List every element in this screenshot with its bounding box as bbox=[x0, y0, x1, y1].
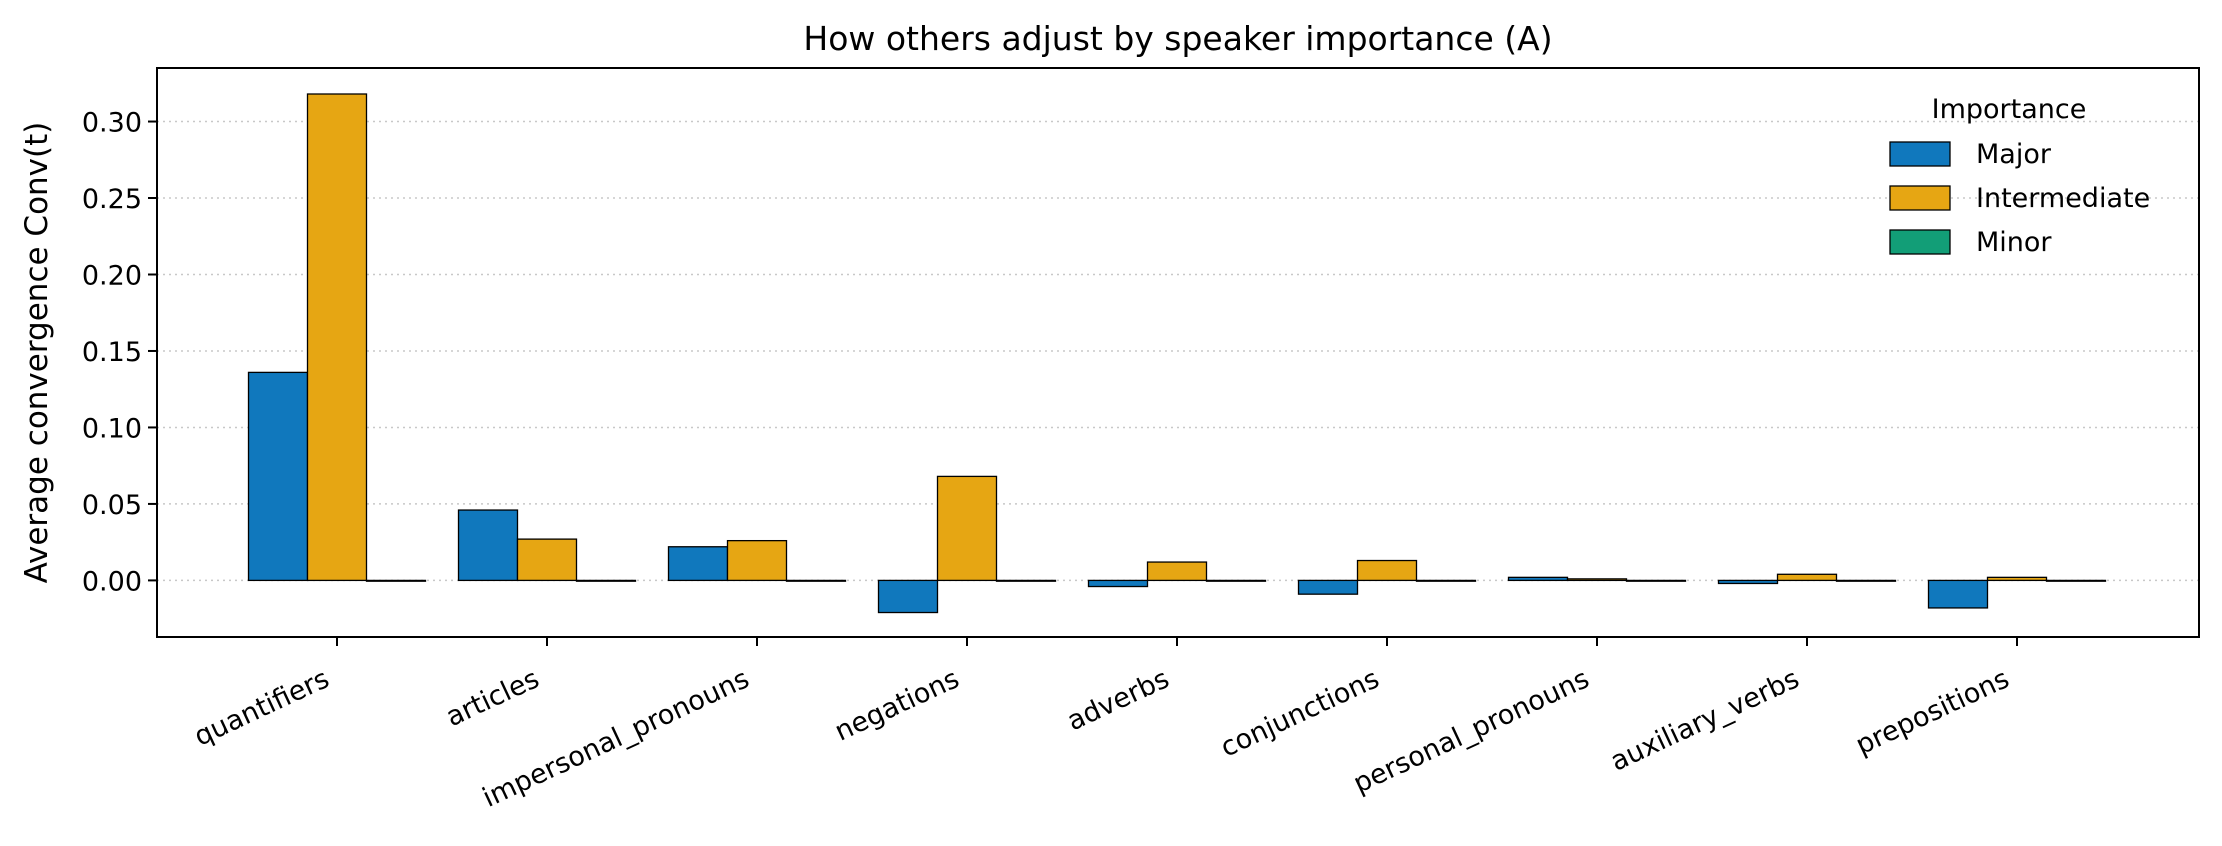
y-tick-label: 0.10 bbox=[82, 413, 142, 444]
legend: Importance Major Intermediate Minor bbox=[1889, 94, 2150, 258]
bar-intermediate-prepositions bbox=[1986, 576, 2048, 582]
y-tick-label: 0.15 bbox=[82, 337, 142, 368]
y-tick-label: 0.20 bbox=[82, 260, 142, 291]
bar-intermediate-articles bbox=[516, 538, 578, 582]
x-tick-label: adverbs bbox=[1062, 663, 1174, 737]
y-tick-label: 0.30 bbox=[82, 108, 142, 139]
bar-major-impersonal_pronouns bbox=[667, 546, 729, 582]
y-tick-label: 0.05 bbox=[82, 490, 142, 521]
legend-swatch-minor bbox=[1889, 229, 1951, 255]
x-tick-label: personal_pronouns bbox=[1349, 663, 1594, 799]
legend-title: Importance bbox=[1932, 94, 2087, 125]
bar-minor-adverbs bbox=[1205, 579, 1267, 582]
bar-intermediate-auxiliary_verbs bbox=[1776, 573, 1838, 582]
bar-intermediate-adverbs bbox=[1146, 561, 1208, 582]
bar-major-prepositions bbox=[1927, 579, 1989, 609]
bar-major-negations bbox=[877, 579, 939, 614]
bar-minor-auxiliary_verbs bbox=[1835, 579, 1897, 582]
bar-minor-articles bbox=[575, 579, 637, 582]
y-axis-label: Average convergence Conv(t) bbox=[19, 122, 55, 584]
bar-intermediate-conjunctions bbox=[1356, 559, 1418, 582]
chart-title: How others adjust by speaker importance … bbox=[803, 19, 1552, 58]
bar-minor-conjunctions bbox=[1415, 579, 1477, 582]
bar-major-articles bbox=[457, 509, 519, 582]
bar-minor-negations bbox=[995, 579, 1057, 582]
bar-intermediate-negations bbox=[936, 475, 998, 582]
bar-intermediate-quantifiers bbox=[306, 93, 368, 582]
legend-label-major: Major bbox=[1976, 139, 2052, 170]
bar-intermediate-impersonal_pronouns bbox=[726, 539, 788, 582]
bars bbox=[247, 93, 2107, 614]
bar-minor-personal_pronouns bbox=[1625, 579, 1687, 582]
x-tick-label: articles bbox=[441, 663, 544, 733]
x-tick-label: quantifiers bbox=[190, 663, 334, 752]
bar-major-adverbs bbox=[1087, 579, 1149, 588]
legend-swatch-intermediate bbox=[1889, 185, 1951, 211]
legend-label-intermediate: Intermediate bbox=[1976, 183, 2150, 214]
x-tick-label: conjunctions bbox=[1216, 663, 1384, 763]
bar-intermediate-personal_pronouns bbox=[1566, 578, 1628, 582]
legend-swatch-major bbox=[1889, 141, 1951, 167]
bar-major-auxiliary_verbs bbox=[1717, 579, 1779, 585]
bar-minor-quantifiers bbox=[365, 579, 427, 582]
y-tick-label: 0.00 bbox=[82, 566, 142, 597]
legend-label-minor: Minor bbox=[1976, 227, 2052, 258]
x-tick-label: negations bbox=[830, 663, 964, 747]
y-axis: 0.00 0.05 0.10 0.15 0.20 0.25 0.30 bbox=[82, 108, 157, 597]
x-tick-label: prepositions bbox=[1851, 663, 2014, 761]
y-tick-label: 0.25 bbox=[82, 184, 142, 215]
x-tick-label: auxiliary_verbs bbox=[1606, 663, 1804, 777]
bar-major-quantifiers bbox=[247, 371, 309, 582]
bar-major-personal_pronouns bbox=[1507, 576, 1569, 582]
bar-minor-prepositions bbox=[2045, 579, 2107, 582]
bar-minor-impersonal_pronouns bbox=[785, 579, 847, 582]
bar-major-conjunctions bbox=[1297, 579, 1359, 595]
